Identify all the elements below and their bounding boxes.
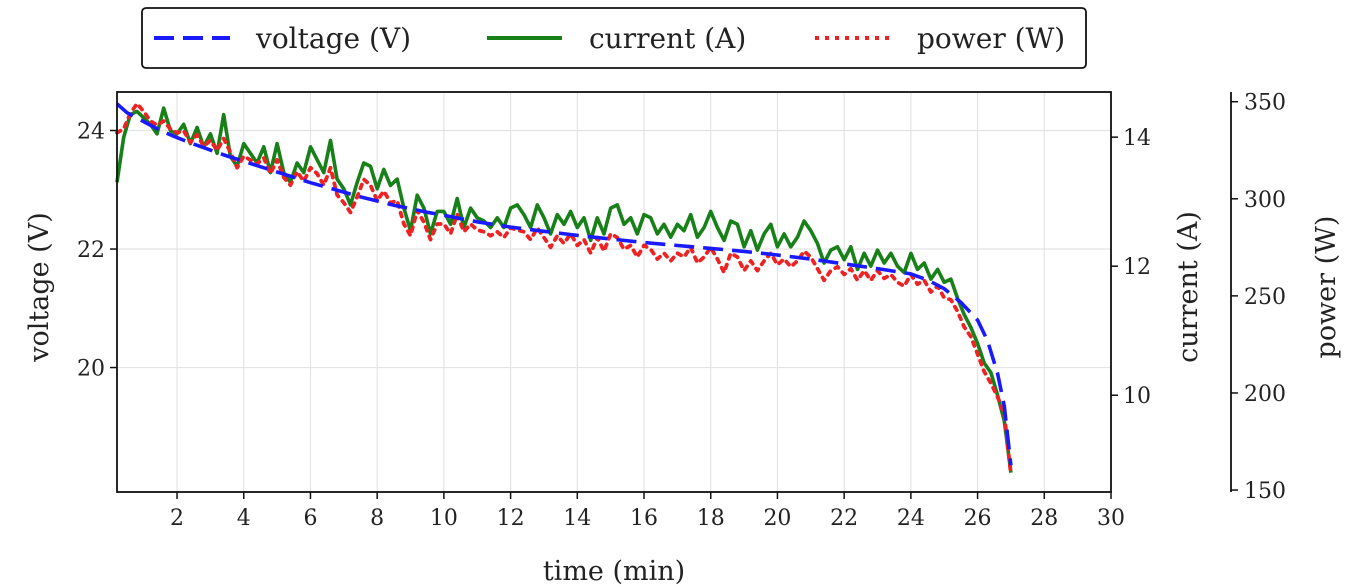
legend-label-voltage: voltage (V) xyxy=(255,22,411,55)
legend: voltage (V) current (A) power (W) xyxy=(141,7,1087,69)
x-tick-label: 18 xyxy=(697,506,725,531)
power-tick-label: 200 xyxy=(1244,382,1286,407)
power-tick-label: 300 xyxy=(1244,188,1286,213)
x-tick-label: 2 xyxy=(170,506,184,531)
x-tick-label: 28 xyxy=(1030,506,1058,531)
x-tick-label: 12 xyxy=(497,506,525,531)
power-axis-label: power (W) xyxy=(1311,216,1342,359)
x-tick-label: 10 xyxy=(430,506,458,531)
series-line-power xyxy=(115,101,1013,477)
voltage-tick-label: 20 xyxy=(77,357,105,382)
current-tick-label: 10 xyxy=(1123,384,1151,409)
x-tick-label: 20 xyxy=(763,506,791,531)
current-tick-label: 12 xyxy=(1123,255,1151,280)
legend-label-power: power (W) xyxy=(917,22,1065,55)
x-tick-label: 30 xyxy=(1097,506,1125,531)
x-axis-label: time (min) xyxy=(543,556,685,587)
axes: 2 4 6 8 10 12 14 16 18 20 22 24 26 28 3020222410121415… xyxy=(77,91,1286,531)
x-tick-label: 26 xyxy=(964,506,992,531)
power-tick-label: 250 xyxy=(1244,285,1286,310)
current-tick-label: 14 xyxy=(1123,126,1151,151)
current-axis-label: current (A) xyxy=(1173,211,1204,363)
power-tick-label: 150 xyxy=(1244,479,1286,504)
x-tick-label: 16 xyxy=(630,506,658,531)
series-lines xyxy=(115,101,1013,477)
x-tick-label: 22 xyxy=(830,506,858,531)
series-line-current xyxy=(115,106,1013,473)
x-tick-label: 8 xyxy=(370,506,384,531)
voltage-tick-label: 22 xyxy=(77,238,105,263)
series-line-voltage xyxy=(115,102,1013,466)
legend-label-current: current (A) xyxy=(589,22,746,55)
voltage-axis-label: voltage (V) xyxy=(24,212,55,363)
plot-area-frame xyxy=(116,91,1112,493)
power-tick-label: 350 xyxy=(1244,91,1286,116)
legend-box xyxy=(141,7,1087,69)
voltage-tick-label: 24 xyxy=(77,120,105,145)
x-tick-label: 4 xyxy=(237,506,251,531)
x-tick-label: 14 xyxy=(563,506,591,531)
x-tick-label: 6 xyxy=(303,506,317,531)
x-tick-label: 24 xyxy=(897,506,925,531)
grid xyxy=(117,92,1111,492)
